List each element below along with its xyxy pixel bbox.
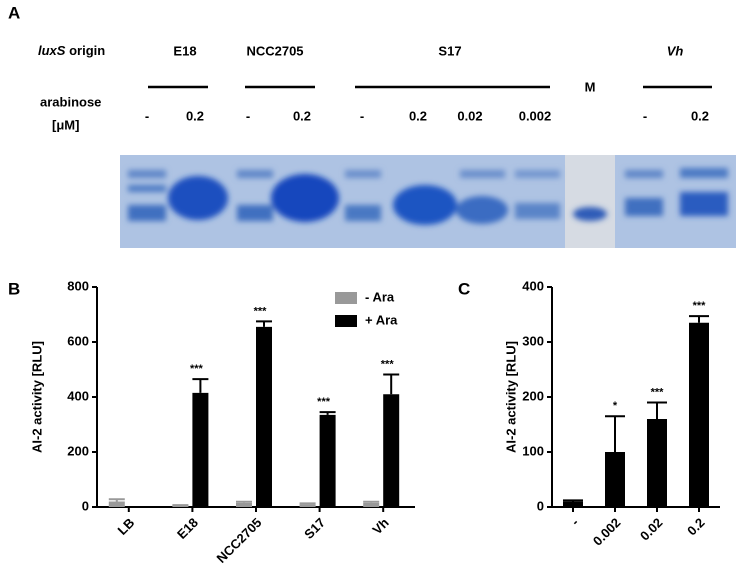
- significance: ***: [381, 358, 395, 370]
- significance: ***: [190, 363, 204, 375]
- error-bar: [236, 500, 252, 503]
- x-tick-label: 0.2: [684, 515, 707, 538]
- y-tick-label: 600: [67, 333, 89, 348]
- error-bar: [689, 315, 709, 323]
- bar: [108, 501, 125, 507]
- lane-label: -: [643, 108, 647, 123]
- error-bar: [299, 502, 316, 505]
- lane-label: -: [145, 108, 149, 123]
- legend-swatch: [335, 315, 357, 327]
- x-tick-label: LB: [114, 515, 137, 538]
- significance: ***: [693, 300, 707, 312]
- lane-label: 0.02: [457, 108, 482, 123]
- marker-lane: [565, 155, 615, 248]
- gel-bands: [128, 168, 728, 225]
- significance: ***: [651, 386, 665, 398]
- bar: [256, 326, 272, 507]
- panel-label: A: [8, 3, 20, 22]
- arabinose-label: arabinose: [40, 94, 101, 109]
- lane-label: -: [246, 108, 250, 123]
- legend-label: + Ara: [365, 312, 398, 327]
- legend-label: - Ara: [365, 289, 395, 304]
- error-bar: [319, 411, 336, 415]
- origin-label: luxS origin: [38, 43, 105, 58]
- lane-label: 0.2: [409, 108, 427, 123]
- unit-label: [μM]: [52, 117, 79, 132]
- y-axis-title: AI-2 activity [RLU]: [29, 341, 44, 453]
- y-axis-title: AI-2 activity [RLU]: [503, 341, 518, 453]
- error-bar: [192, 378, 209, 393]
- significance: ***: [317, 396, 331, 408]
- origin-text: origin: [69, 43, 105, 58]
- bar: [383, 394, 400, 507]
- gene-name: luxS: [38, 43, 66, 58]
- error-bar: [172, 504, 189, 507]
- y-tick-label: 400: [522, 278, 544, 293]
- lane-label: -: [360, 108, 364, 123]
- bar: [299, 504, 316, 507]
- panel-label: C: [458, 279, 470, 298]
- x-tick-label: NCC2705: [214, 515, 265, 566]
- y-tick-label: 300: [522, 333, 544, 348]
- y-tick-label: 100: [522, 443, 544, 458]
- bar: [236, 502, 252, 507]
- legend-swatch: [335, 292, 357, 304]
- bar: [319, 414, 336, 507]
- group-label: NCC2705: [246, 43, 303, 58]
- y-tick-label: 200: [522, 388, 544, 403]
- bar: [647, 419, 667, 507]
- significance: ***: [254, 305, 268, 317]
- marker-label: M: [585, 79, 596, 94]
- x-tick-label: Vh: [369, 515, 391, 537]
- error-bar: [363, 500, 380, 503]
- bar: [689, 322, 709, 507]
- lane-label: 0.2: [186, 108, 204, 123]
- x-tick-label: 0.02: [637, 515, 666, 544]
- x-tick-label: -: [568, 515, 582, 529]
- error-bar: [647, 401, 667, 419]
- y-tick-label: 400: [67, 388, 89, 403]
- group-label: S17: [438, 43, 461, 58]
- lane-label: 0.002: [519, 108, 552, 123]
- bar: [363, 502, 380, 507]
- bar: [172, 505, 189, 507]
- group-label: Vh: [667, 43, 684, 58]
- x-tick-label: S17: [301, 515, 328, 542]
- x-tick-label: E18: [174, 515, 201, 542]
- lane-label: 0.2: [691, 108, 709, 123]
- bar: [563, 501, 583, 507]
- x-tick-label: 0.002: [590, 515, 624, 549]
- group-label: E18: [173, 43, 196, 58]
- panel-label: B: [8, 279, 20, 298]
- error-bar: [256, 320, 272, 327]
- significance: *: [613, 400, 618, 412]
- error-bar: [563, 499, 583, 502]
- y-tick-label: 200: [67, 443, 89, 458]
- y-tick-label: 800: [67, 278, 89, 293]
- bar: [192, 392, 209, 507]
- lane-label: 0.2: [293, 108, 311, 123]
- y-tick-label: 0: [537, 498, 544, 513]
- error-bar: [605, 415, 625, 452]
- error-bar: [383, 373, 400, 395]
- error-bar: [108, 498, 125, 502]
- bar: [605, 452, 625, 507]
- gel: [120, 155, 736, 248]
- y-tick-label: 0: [82, 498, 89, 513]
